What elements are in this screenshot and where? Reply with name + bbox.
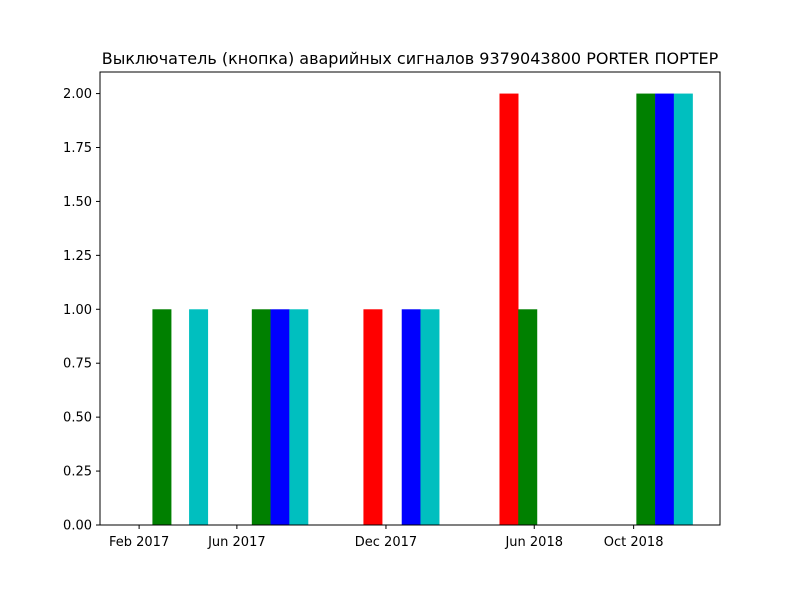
x-axis-ticks: Feb 2017 Jun 2017 Dec 2017 Jun 2018 Oct 2018: [109, 525, 664, 550]
x-tick-label-1: Jun 2017: [207, 535, 266, 550]
bar-10: [636, 93, 656, 525]
y-tick-label-8: 2.00: [63, 87, 92, 102]
bar-6: [401, 309, 421, 525]
bar-11: [655, 93, 675, 525]
bar-5: [363, 309, 383, 525]
x-tick-label-2: Dec 2017: [355, 535, 417, 550]
y-tick-label-7: 1.75: [63, 141, 92, 156]
y-tick-label-0: 0.00: [63, 519, 92, 534]
bars: [152, 93, 693, 525]
x-tick-label-3: Jun 2018: [504, 535, 563, 550]
y-tick-label-3: 0.75: [63, 357, 92, 372]
chart-title: Выключатель (кнопка) аварийных сигналов …: [102, 49, 719, 68]
y-tick-label-4: 1.00: [63, 303, 92, 318]
x-tick-label-4: Oct 2018: [604, 535, 664, 550]
y-tick-label-1: 0.25: [63, 465, 92, 480]
bar-1: [189, 309, 209, 525]
y-tick-label-5: 1.25: [63, 249, 92, 264]
y-tick-label-6: 1.50: [63, 195, 92, 210]
bar-8: [499, 93, 519, 525]
bar-9: [518, 309, 538, 525]
bar-12: [673, 93, 693, 525]
y-tick-label-2: 0.50: [63, 411, 92, 426]
plot-frame: [99, 71, 721, 526]
bar-3: [270, 309, 290, 525]
bar-0: [152, 309, 172, 525]
y-axis-ticks: 0.00 0.25 0.50 0.75 1.00 1.25 1.50 1.75 2.00: [63, 87, 100, 534]
bar-2: [251, 309, 271, 525]
bar-7: [420, 309, 440, 525]
x-tick-label-0: Feb 2017: [109, 535, 169, 550]
bar-4: [289, 309, 309, 525]
